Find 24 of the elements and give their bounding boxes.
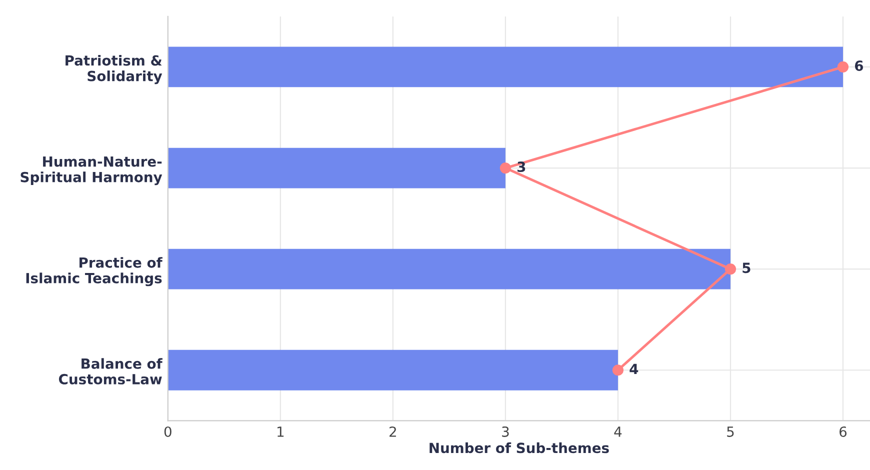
y-tick-label: Practice of Islamic Teachings	[26, 257, 162, 286]
point	[837, 61, 849, 73]
x-tick-label: 0	[164, 426, 172, 437]
y-tick-label: Patriotism & Solidarity	[66, 54, 162, 84]
bar	[168, 46, 843, 88]
point	[612, 364, 624, 376]
data-label: 4	[630, 364, 638, 374]
x-tick-label: 6	[840, 426, 847, 437]
y-tick-label: Human-Nature- Spiritual Harmony	[20, 156, 162, 186]
x-tick-label: 4	[614, 426, 622, 437]
x-tick-label: 2	[390, 426, 396, 437]
point	[724, 264, 736, 275]
bar	[168, 248, 730, 290]
bar	[168, 148, 506, 188]
bar	[168, 350, 618, 390]
data-label: 5	[742, 262, 750, 274]
x-axis-title: Number of Sub-themes	[430, 442, 609, 454]
x-tick-label: 1	[278, 426, 284, 437]
x-tick-label: 3	[502, 426, 509, 437]
x-tick-label: 5	[727, 426, 734, 437]
data-label: 6	[854, 60, 864, 72]
y-tick-label: Balance of Customs-Law	[58, 358, 162, 384]
point	[500, 162, 512, 174]
data-label: 3	[517, 162, 526, 172]
